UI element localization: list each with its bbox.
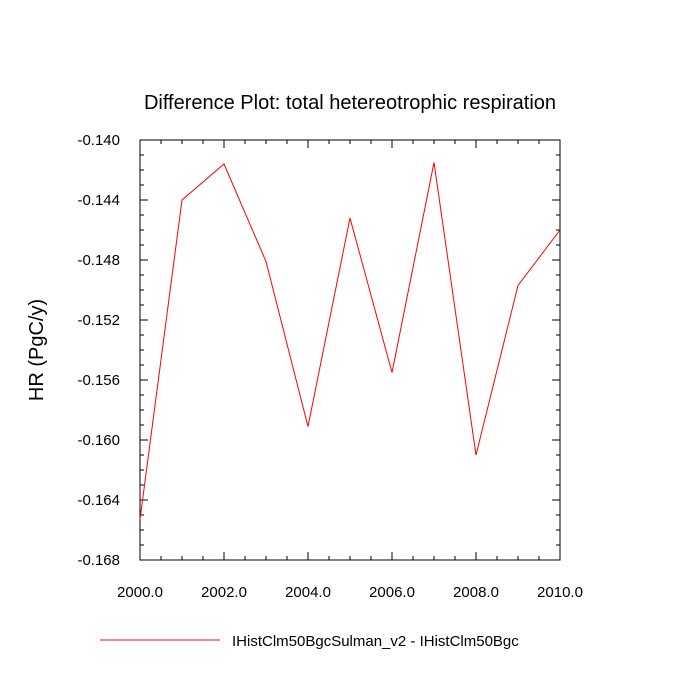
y-tick-label: -0.144 <box>77 192 120 209</box>
y-tick-label: -0.148 <box>77 252 120 269</box>
x-tick-label: 2010.0 <box>537 584 583 601</box>
y-tick-label: -0.156 <box>77 372 120 389</box>
x-tick-label: 2004.0 <box>285 584 331 601</box>
x-tick-label: 2002.0 <box>201 584 247 601</box>
y-tick-label: -0.140 <box>77 132 120 149</box>
x-axis: 2000.0 2002.0 2004.0 2006.0 2008.0 2010.0 <box>117 140 583 601</box>
x-tick-label: 2000.0 <box>117 584 163 601</box>
y-tick-label: -0.164 <box>77 492 120 509</box>
x-tick-label: 2006.0 <box>369 584 415 601</box>
legend: IHistClm50BgcSulman_v2 - IHistClm50Bgc <box>100 633 519 650</box>
y-tick-label: -0.168 <box>77 552 120 569</box>
plot-area <box>139 139 561 561</box>
x-tick-label: 2008.0 <box>453 584 499 601</box>
series-group <box>139 162 561 520</box>
y-axis: -0.140 -0.144 -0.148 -0.152 -0.156 -0.160 -0.1… <box>77 132 560 569</box>
plot-border <box>139 139 561 561</box>
chart-title: Difference Plot: total hetereotrophic re… <box>144 92 556 114</box>
y-axis-label: HR (PgC/y) <box>26 299 48 401</box>
y-tick-label: -0.160 <box>77 432 120 449</box>
series-line <box>139 162 561 520</box>
y-tick-label: -0.152 <box>77 312 120 329</box>
legend-label: IHistClm50BgcSulman_v2 - IHistClm50Bgc <box>232 633 519 650</box>
